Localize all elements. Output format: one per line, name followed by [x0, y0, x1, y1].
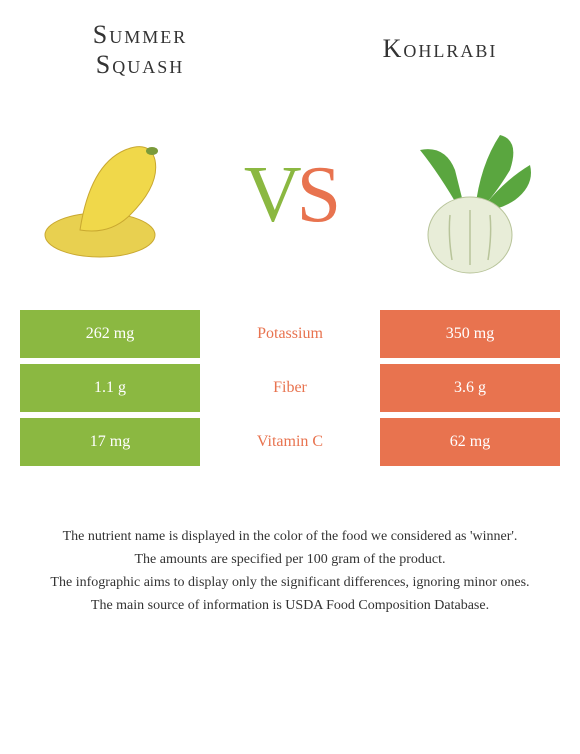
- left-food-title: Summer Squash: [40, 20, 240, 80]
- right-value: 350 mg: [380, 310, 560, 358]
- left-value: 1.1 g: [20, 364, 200, 412]
- vs-s: S: [297, 151, 337, 239]
- header: Summer Squash Kohlrabi: [0, 0, 580, 90]
- right-title: Kohlrabi: [383, 34, 498, 63]
- nutrient-label: Fiber: [200, 364, 380, 412]
- left-value: 17 mg: [20, 418, 200, 466]
- left-title-line1: Summer: [93, 20, 187, 49]
- right-value: 3.6 g: [380, 364, 560, 412]
- vs-label: VS: [244, 150, 336, 241]
- images-row: VS: [0, 90, 580, 310]
- footer-notes: The nutrient name is displayed in the co…: [0, 526, 580, 616]
- squash-icon: [30, 115, 190, 275]
- nutrient-row: 17 mgVitamin C62 mg: [20, 418, 560, 466]
- left-food-image: [30, 115, 190, 275]
- right-food-title: Kohlrabi: [340, 20, 540, 64]
- nutrient-row: 262 mgPotassium350 mg: [20, 310, 560, 358]
- right-value: 62 mg: [380, 418, 560, 466]
- left-value: 262 mg: [20, 310, 200, 358]
- footer-line: The infographic aims to display only the…: [30, 572, 550, 593]
- right-food-image: [390, 115, 550, 275]
- kohlrabi-icon: [390, 115, 550, 275]
- left-title-line2: Squash: [96, 50, 184, 79]
- nutrient-label: Potassium: [200, 310, 380, 358]
- footer-line: The nutrient name is displayed in the co…: [30, 526, 550, 547]
- footer-line: The main source of information is USDA F…: [30, 595, 550, 616]
- nutrient-table: 262 mgPotassium350 mg 1.1 gFiber3.6 g 17 m…: [20, 310, 560, 466]
- footer-line: The amounts are specified per 100 gram o…: [30, 549, 550, 570]
- nutrient-row: 1.1 gFiber3.6 g: [20, 364, 560, 412]
- vs-v: V: [244, 151, 297, 239]
- nutrient-label: Vitamin C: [200, 418, 380, 466]
